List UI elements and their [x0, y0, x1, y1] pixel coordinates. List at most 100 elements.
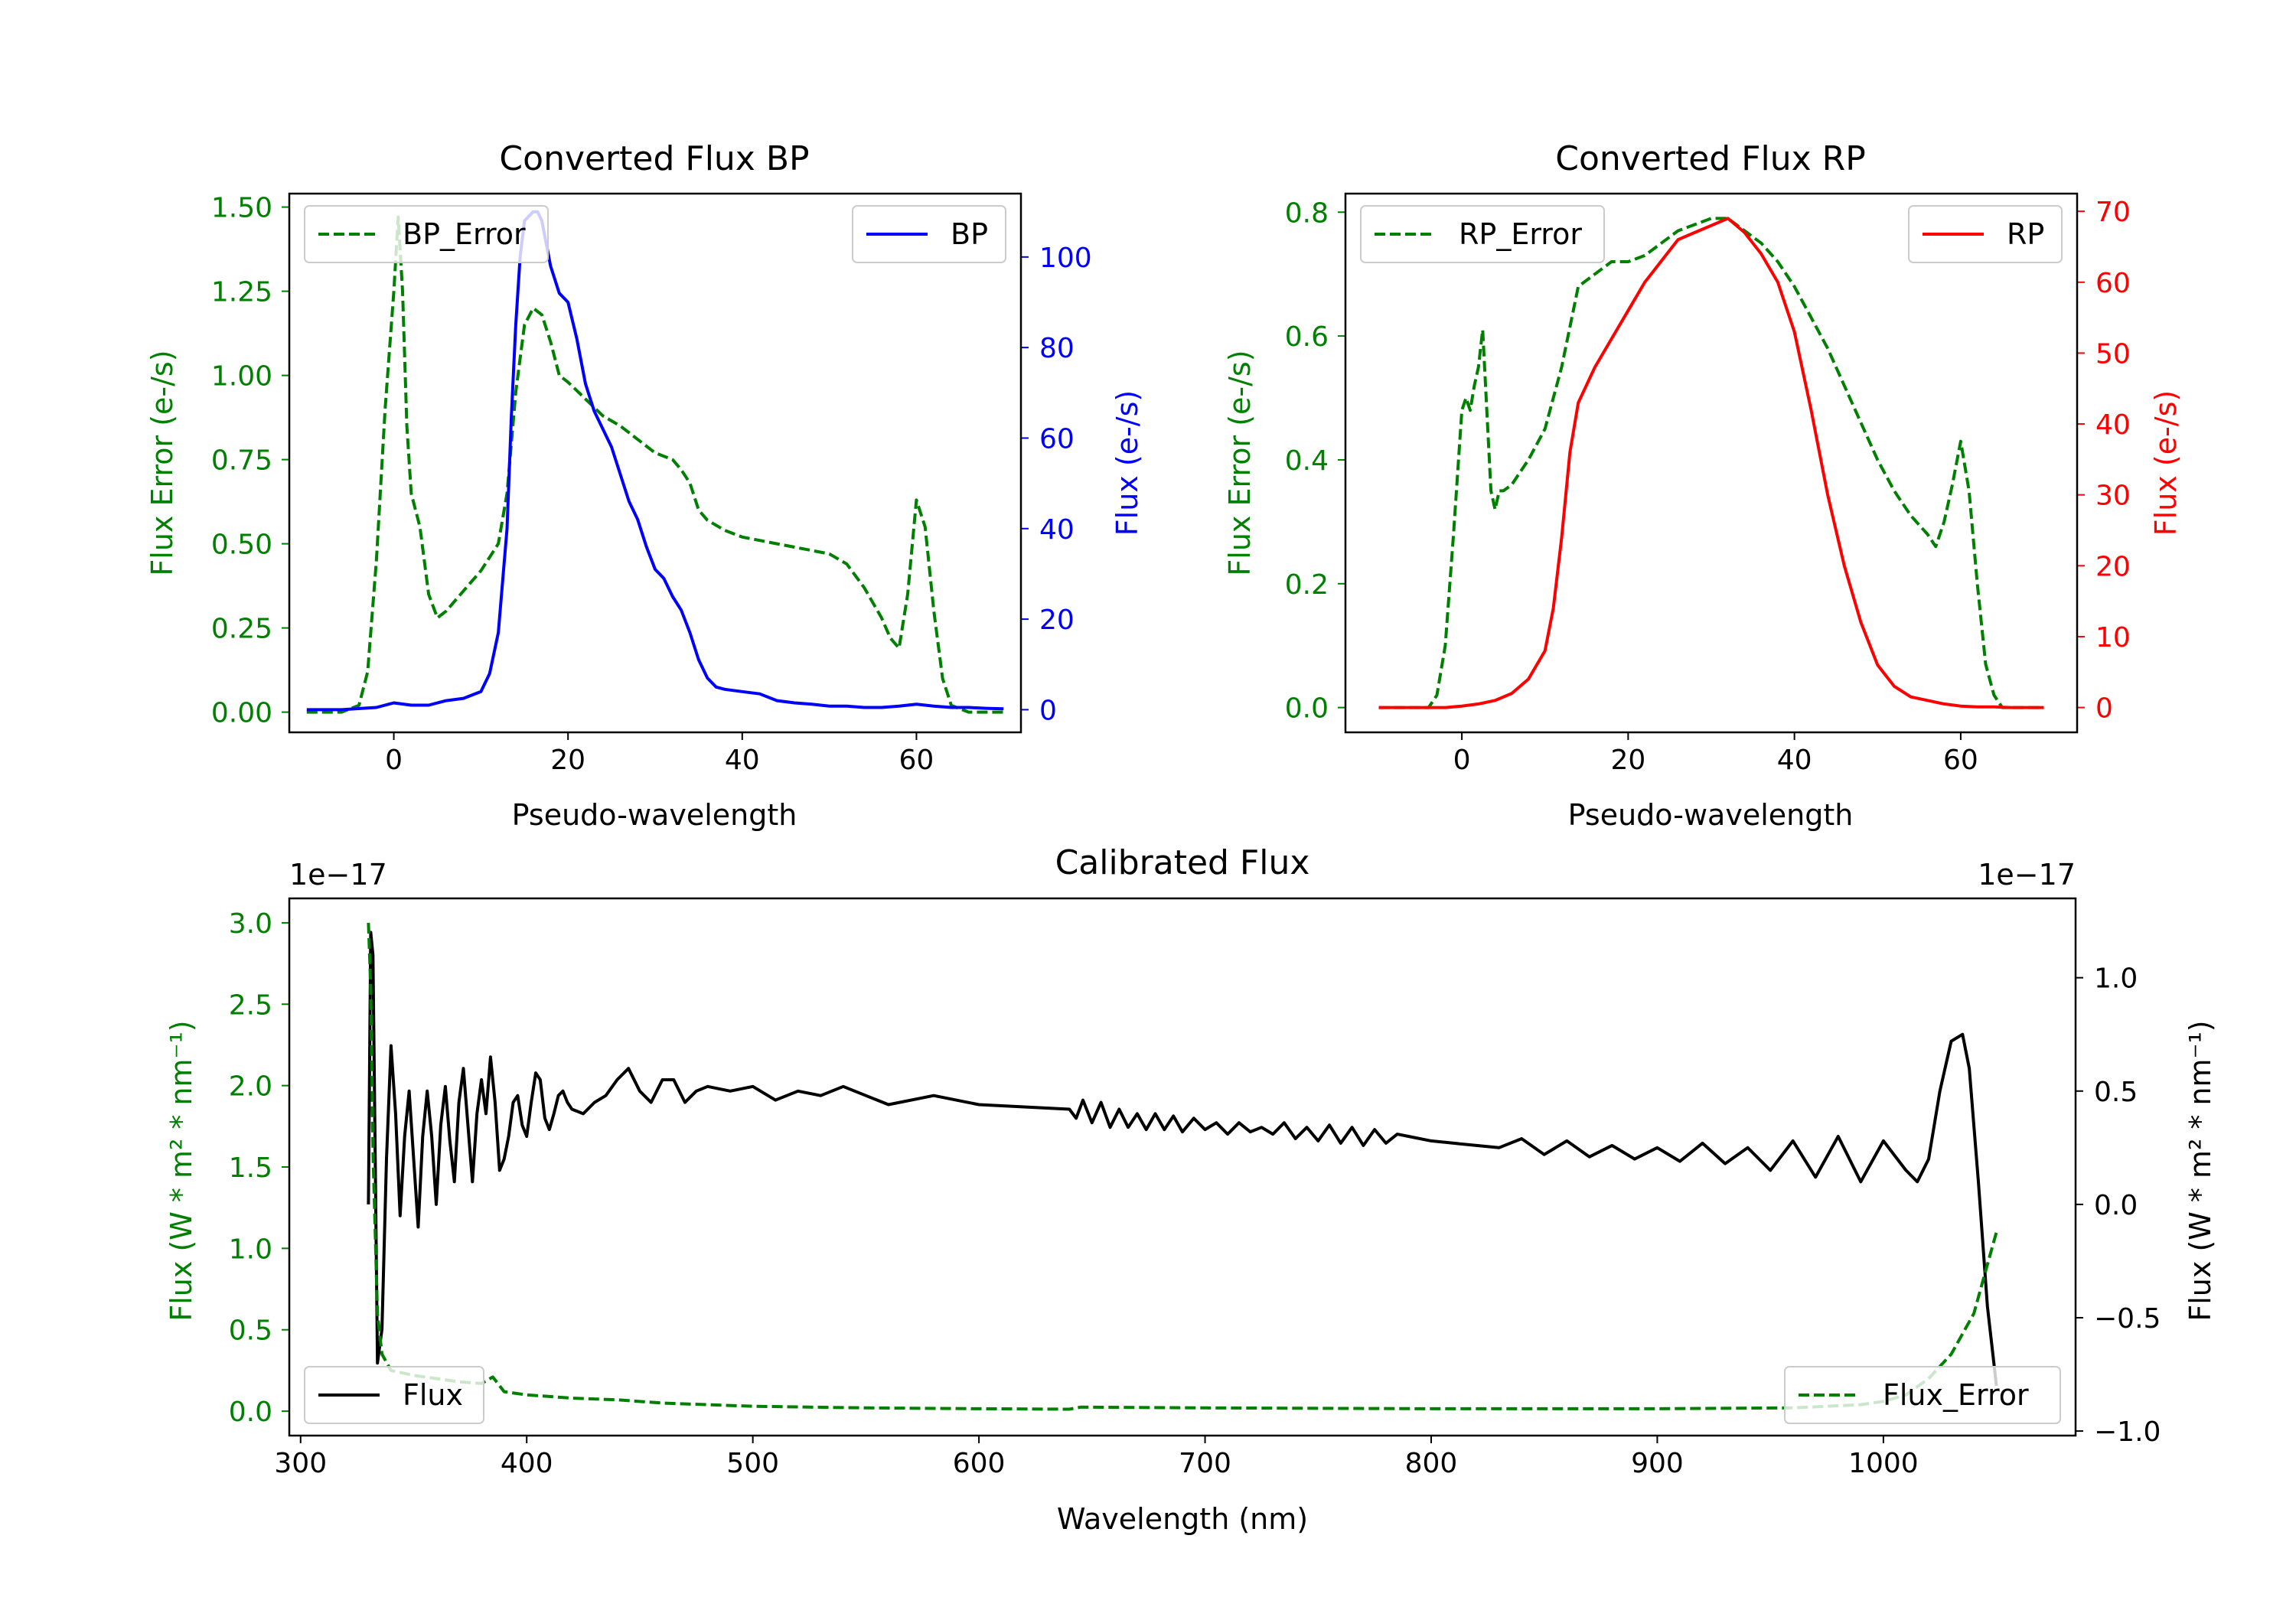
bp-xtick-label: 60: [899, 745, 934, 776]
calibrated-xtick-label: 700: [1179, 1448, 1231, 1479]
calibrated-ytick-right-label: 0.5: [2094, 1077, 2138, 1108]
rp-ytick-right-label: 60: [2095, 268, 2131, 299]
legend-box: [1908, 205, 2063, 263]
calibrated-offset-right: 1e−17: [1978, 858, 2076, 892]
calibrated-ylabel-left: Flux (W * m² * nm⁻¹): [165, 1020, 198, 1321]
calibrated-legend-flux-error: Flux_Error: [1784, 1366, 2061, 1424]
legend-label: RP_Error: [1459, 217, 1582, 251]
rp-ytick-left-label: 0.6: [1285, 321, 1329, 353]
bp-ylabel-left: Flux Error (e-/s): [145, 350, 179, 575]
bp-legend-bp: BP: [852, 205, 1006, 263]
bp-xlabel: Pseudo-wavelength: [512, 798, 797, 832]
calibrated-ytick-left-label: 2.0: [229, 1071, 272, 1103]
rp-ytick-left-label: 0.0: [1285, 693, 1329, 725]
rp-ytick-right-label: 0: [2095, 693, 2113, 725]
rp-ytick-left-label: 0.8: [1285, 197, 1329, 229]
rp-legend-rp: RP: [1908, 205, 2063, 263]
bp-xtick-label: 0: [385, 745, 403, 776]
calibrated-ytick-right-label: 0.0: [2094, 1190, 2138, 1221]
rp-legend-rp-error: RP_Error: [1360, 205, 1605, 263]
bp-ytick-right-label: 40: [1039, 514, 1075, 546]
calibrated-xtick-label: 1000: [1848, 1448, 1919, 1479]
calibrated-ytick-left-label: 0.0: [229, 1397, 272, 1428]
rp-ytick-right-label: 10: [2095, 622, 2131, 654]
bp-ytick-right-label: 60: [1039, 423, 1075, 455]
rp-ytick-left-label: 0.4: [1285, 445, 1329, 477]
rp-axes: 0 20 40 60 0.0 0.2 0.4 0.6 0.8 0 10 20 30 40 50 60 70 RP_…: [1285, 192, 2131, 776]
calibrated-series-flux: [367, 931, 1998, 1387]
rp-xlabel: Pseudo-wavelength: [1568, 798, 1854, 832]
rp-ytick-right-label: 30: [2095, 481, 2131, 512]
calibrated-xtick-label: 400: [501, 1448, 553, 1479]
calibrated-ytick-right-label: 1.0: [2094, 963, 2138, 995]
legend-label: BP: [951, 217, 988, 251]
rp-ytick-left-label: 0.2: [1285, 569, 1329, 601]
calibrated-offset-left: 1e−17: [289, 858, 387, 892]
bp-series-bp-error: [306, 215, 1004, 714]
bp-ytick-right-label: 80: [1039, 333, 1075, 364]
bp-ytick-right-label: 0: [1039, 695, 1057, 726]
bp-ytick-right-label: 20: [1039, 605, 1075, 636]
rp-ytick-right-label: 70: [2095, 197, 2131, 228]
legend-label: RP: [2007, 217, 2044, 251]
calibrated-ytick-left-label: 0.5: [229, 1315, 272, 1347]
calibrated-xtick-label: 600: [953, 1448, 1006, 1479]
rp-title: Converted Flux RP: [1555, 139, 1866, 178]
bp-series-bp: [306, 210, 1004, 712]
legend-label: Flux: [403, 1378, 463, 1412]
rp-xtick-label: 40: [1777, 745, 1812, 776]
calibrated-title: Calibrated Flux: [1055, 843, 1310, 882]
rp-xtick-label: 20: [1610, 745, 1645, 776]
bp-ytick-left-label: 0.50: [211, 530, 272, 561]
bp-ytick-left-label: 0.75: [211, 445, 272, 477]
calibrated-ytick-left-label: 2.5: [229, 989, 272, 1021]
legend-label: Flux_Error: [1883, 1378, 2029, 1412]
legend-box: [1784, 1366, 2061, 1424]
bp-axes: 0 20 40 60 0.00 0.25 0.50 0.75 1.00 1.25 1.50 0 20 40…: [211, 193, 1092, 776]
bp-legend-bp-error: BP_Error: [304, 205, 549, 263]
rp-xtick-label: 60: [1943, 745, 1978, 776]
bp-xtick-label: 20: [550, 745, 585, 776]
rp-ytick-right-label: 40: [2095, 409, 2131, 441]
bp-ylabel-right: Flux (e-/s): [1110, 390, 1144, 536]
bp-frame: [288, 192, 1022, 734]
bp-ytick-left-label: 0.00: [211, 698, 272, 729]
calibrated-frame: [288, 897, 2077, 1437]
calibrated-ytick-right-label: −1.0: [2094, 1416, 2161, 1448]
calibrated-ytick-left-label: 1.5: [229, 1152, 272, 1184]
legend-label: BP_Error: [403, 217, 526, 251]
calibrated-ytick-right-label: −0.5: [2094, 1303, 2161, 1335]
rp-ytick-right-label: 50: [2095, 338, 2131, 370]
rp-ylabel-right: Flux (e-/s): [2149, 390, 2183, 536]
calibrated-xtick-label: 300: [274, 1448, 327, 1479]
calibrated-ytick-left-label: 3.0: [229, 908, 272, 940]
bp-ytick-right-label: 100: [1039, 243, 1092, 274]
rp-ytick-right-label: 20: [2095, 551, 2131, 582]
calibrated-xtick-label: 800: [1405, 1448, 1458, 1479]
rp-series-rp: [1378, 217, 2044, 709]
bp-ytick-left-label: 1.00: [211, 361, 272, 393]
bp-ytick-left-label: 0.25: [211, 614, 272, 645]
legend-box: [304, 205, 549, 263]
plot-layer: 0 20 40 600.000.250.500.751.001.251.5002040…: [211, 193, 2161, 1479]
calibrated-axes: 300 400 500 600 700 800 900 1000 0.0 0.5 1.0 1.5 2.0…: [229, 897, 2161, 1479]
calibrated-xtick-label: 500: [726, 1448, 779, 1479]
rp-series-rp-error: [1378, 217, 2044, 709]
rp-xtick-label: 0: [1453, 745, 1471, 776]
calibrated-xlabel: Wavelength (nm): [1057, 1502, 1308, 1536]
bp-ytick-left-label: 1.25: [211, 277, 272, 308]
calibrated-legend-flux: Flux: [304, 1366, 484, 1424]
calibrated-xtick-label: 900: [1631, 1448, 1684, 1479]
rp-ylabel-left: Flux Error (e-/s): [1223, 350, 1257, 575]
calibrated-ytick-left-label: 1.0: [229, 1234, 272, 1265]
legend-box: [304, 1366, 484, 1424]
bp-xtick-label: 40: [725, 745, 760, 776]
bp-ytick-left-label: 1.50: [211, 193, 272, 224]
bp-title: Converted Flux BP: [499, 139, 809, 178]
legend-box: [852, 205, 1006, 263]
calibrated-ylabel-right: Flux (W * m² * nm⁻¹): [2183, 1020, 2217, 1321]
rp-frame: [1344, 192, 2079, 734]
legend-box: [1360, 205, 1605, 263]
